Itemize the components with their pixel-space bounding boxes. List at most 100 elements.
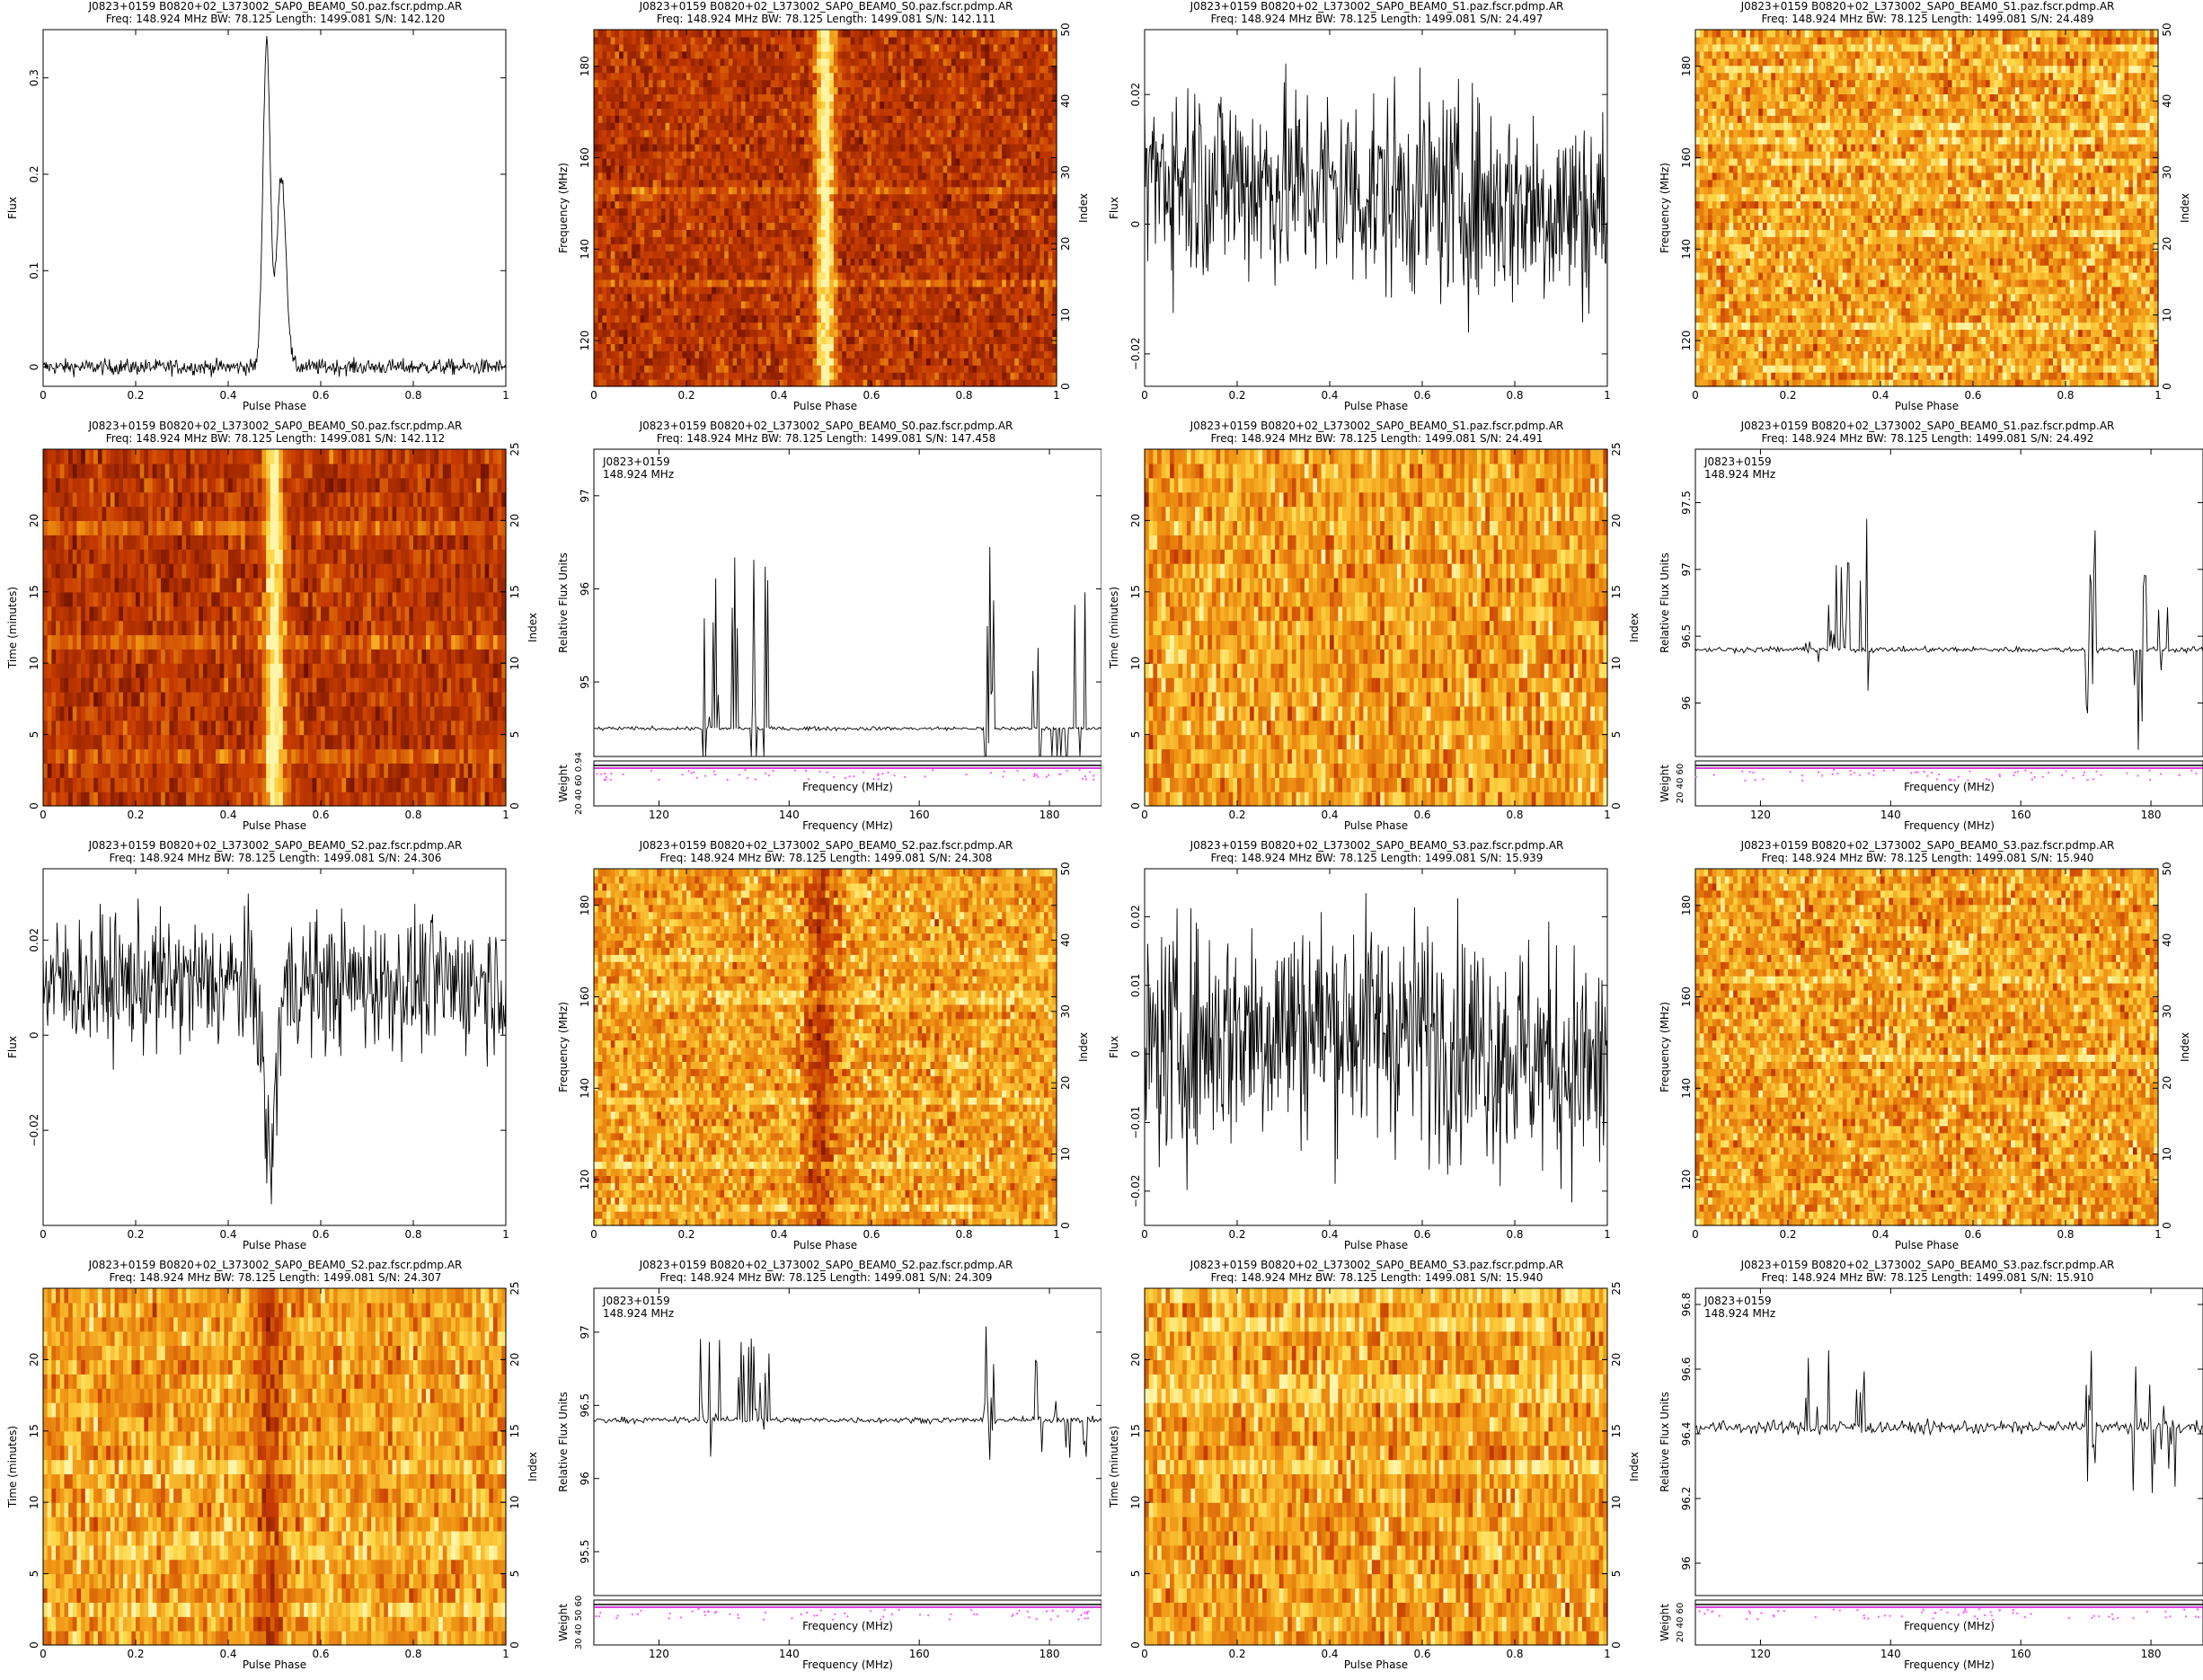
- heatmap-cell: [762, 208, 767, 217]
- heatmap-cell: [1014, 365, 1020, 373]
- heatmap-cell: [699, 222, 704, 230]
- heatmap-cell: [783, 243, 788, 252]
- heatmap-cell: [942, 350, 948, 358]
- heatmap-cell: [1052, 329, 1057, 338]
- heatmap-cell: [863, 222, 868, 230]
- heatmap-cell: [867, 358, 872, 366]
- heatmap-cell: [779, 200, 784, 209]
- heatmap-cell: [669, 300, 675, 309]
- heatmap-cell: [1027, 322, 1032, 331]
- y-tick-label: 0.2: [28, 165, 40, 182]
- heatmap-cell: [1014, 115, 1020, 123]
- heatmap-cell: [690, 271, 695, 280]
- heatmap-cell: [960, 307, 965, 316]
- heatmap-cell: [765, 300, 772, 309]
- heatmap-cell: [732, 358, 738, 366]
- heatmap-cell: [1005, 186, 1012, 195]
- heatmap-cell: [753, 164, 759, 173]
- heatmap-cell: [594, 93, 599, 102]
- heatmap-cell: [1043, 108, 1049, 116]
- heatmap-cell: [635, 186, 641, 195]
- heatmap-cell: [699, 86, 704, 95]
- heatmap-cell: [749, 322, 755, 331]
- heatmap-cell: [800, 222, 805, 230]
- heatmap-cell: [690, 144, 695, 152]
- heatmap-cell: [635, 379, 641, 387]
- heatmap-cell: [955, 279, 960, 287]
- heatmap-cell: [652, 286, 658, 295]
- heatmap-cell: [594, 101, 599, 109]
- heatmap-cell: [1040, 86, 1045, 95]
- heatmap-cell: [699, 122, 704, 130]
- heatmap-cell: [652, 279, 658, 287]
- heatmap-cell: [652, 215, 658, 223]
- heatmap-cell: [774, 222, 780, 230]
- heatmap-cell: [715, 215, 721, 223]
- heatmap-cell: [707, 300, 712, 309]
- heatmap-cell: [934, 150, 940, 159]
- heatmap-cell: [640, 365, 645, 373]
- heatmap-cell: [960, 350, 965, 358]
- heatmap-cell: [682, 215, 687, 223]
- heatmap-cell: [745, 122, 750, 130]
- heatmap-cell: [669, 314, 675, 323]
- heatmap-cell: [682, 329, 687, 338]
- heatmap-cell: [640, 350, 645, 358]
- heatmap-cell: [837, 293, 843, 302]
- heatmap-cell: [917, 186, 923, 195]
- heatmap-cell: [863, 286, 868, 295]
- heatmap-cell: [808, 208, 814, 217]
- heatmap-cell: [804, 350, 810, 358]
- heatmap-cell: [792, 379, 797, 387]
- heatmap-cell: [1027, 186, 1032, 195]
- heatmap-cell: [829, 358, 835, 366]
- heatmap-cell: [1048, 122, 1053, 130]
- heatmap-cell: [720, 322, 725, 331]
- heatmap-cell: [964, 144, 969, 152]
- heatmap-cell: [644, 314, 650, 323]
- heatmap-cell: [597, 265, 603, 273]
- heatmap-cell: [757, 286, 763, 295]
- heatmap-cell: [884, 322, 889, 331]
- heatmap-cell: [632, 243, 637, 252]
- heatmap-cell: [1018, 137, 1024, 145]
- heatmap-cell: [615, 172, 620, 181]
- heatmap-cell: [640, 93, 645, 102]
- heatmap-cell: [905, 307, 910, 316]
- heatmap-cell: [1022, 157, 1028, 166]
- heatmap-cell: [917, 144, 923, 152]
- heatmap-cell: [597, 79, 603, 88]
- heatmap-cell: [673, 336, 679, 344]
- heatmap-cell: [712, 86, 717, 95]
- heatmap-cell: [623, 271, 629, 280]
- heatmap-cell: [619, 57, 624, 66]
- heatmap-cell: [1002, 314, 1007, 323]
- heatmap-cell: [677, 150, 683, 159]
- heatmap-cell: [686, 343, 692, 351]
- heatmap-cell: [845, 358, 852, 366]
- heatmap-cell: [850, 193, 855, 202]
- heatmap-cell: [1022, 72, 1028, 81]
- heatmap-cell: [825, 115, 830, 123]
- heatmap-cell: [800, 322, 805, 331]
- heatmap-cell: [985, 271, 990, 280]
- heatmap-cell: [867, 365, 872, 373]
- heatmap-cell: [699, 236, 704, 244]
- heatmap-cell: [942, 236, 948, 244]
- heatmap-cell: [699, 172, 704, 181]
- heatmap-cell: [1022, 93, 1028, 102]
- heatmap-cell: [779, 215, 784, 223]
- heatmap-cell: [762, 343, 767, 351]
- heatmap-cell: [594, 115, 599, 123]
- heatmap-cell: [917, 93, 923, 102]
- heatmap-cell: [669, 243, 675, 252]
- heatmap-cell: [703, 222, 709, 230]
- heatmap-cell: [632, 86, 637, 95]
- heatmap-cell: [699, 258, 704, 266]
- heatmap-cell: [615, 215, 620, 223]
- heatmap-cell: [817, 271, 822, 280]
- heatmap-cell: [871, 137, 877, 145]
- heatmap-cell: [880, 215, 885, 223]
- heatmap-cell: [1005, 101, 1012, 109]
- heatmap-cell: [850, 236, 855, 244]
